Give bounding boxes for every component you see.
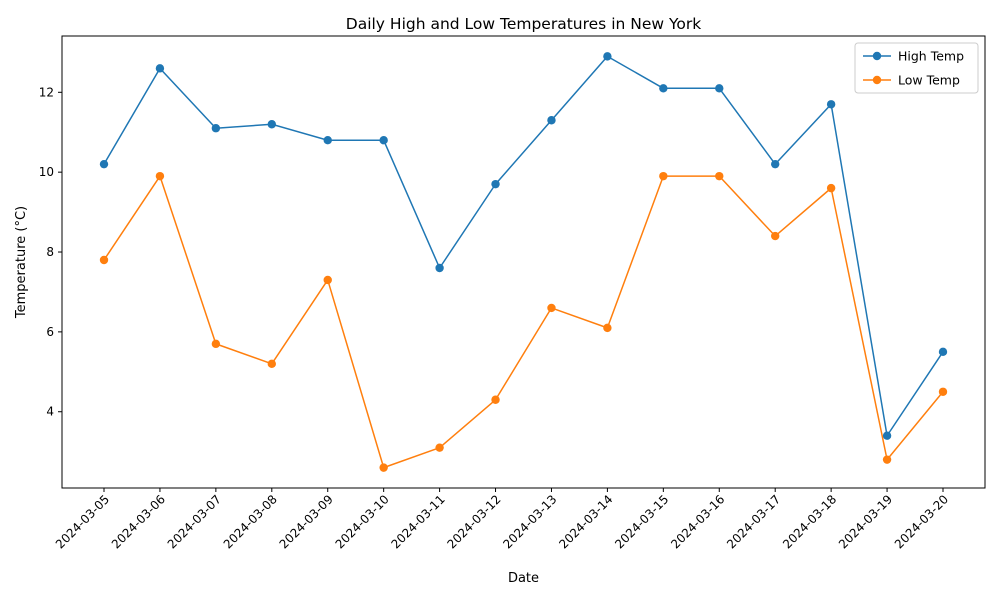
data-point-high-temp: [547, 116, 556, 125]
x-tick-label: 2024-03-07: [165, 492, 224, 551]
y-axis: 4 6 8 10 12: [39, 85, 62, 419]
y-tick-label: 4: [46, 405, 54, 419]
x-tick-label: 2024-03-16: [668, 492, 727, 551]
data-point-high-temp: [826, 100, 836, 109]
y-tick-label: 12: [39, 85, 54, 99]
x-tick-label: 2024-03-08: [221, 492, 280, 551]
x-tick-label: 2024-03-13: [500, 492, 559, 551]
x-tick-label: 2024-03-11: [389, 492, 448, 551]
data-point-low-temp: [435, 443, 444, 452]
series-line-high-temp: [103, 55, 944, 437]
data-point-low-temp: [323, 275, 332, 285]
data-point-high-temp: [771, 159, 780, 169]
data-point-low-temp: [882, 455, 892, 464]
data-point-high-temp: [659, 84, 668, 93]
legend-label-low-temp: Low Temp: [898, 73, 960, 88]
data-point-high-temp: [938, 347, 948, 357]
x-tick-label: 2024-03-05: [53, 492, 112, 551]
data-point-high-temp: [155, 64, 165, 73]
x-tick-label: 2024-03-17: [724, 492, 783, 551]
data-point-high-temp: [491, 179, 500, 189]
data-point-low-temp: [547, 303, 556, 313]
x-tick-label: 2024-03-09: [277, 492, 336, 551]
legend: High Temp Low Temp: [854, 42, 979, 94]
data-point-low-temp: [603, 323, 612, 333]
x-axis-label: Date: [508, 571, 539, 586]
legend-label-high-temp: High Temp: [898, 49, 964, 64]
x-tick-label: 2024-03-18: [780, 492, 839, 551]
data-point-low-temp: [715, 171, 724, 181]
data-point-high-temp: [267, 120, 276, 129]
y-tick-label: 10: [39, 165, 54, 179]
data-point-high-temp: [379, 136, 388, 145]
series-line-low-temp: [103, 175, 944, 469]
data-point-low-temp: [155, 171, 165, 181]
legend-marker-low-temp: [872, 75, 882, 85]
data-point-low-temp: [99, 255, 109, 265]
data-point-low-temp: [938, 387, 948, 396]
data-point-high-temp: [211, 124, 221, 133]
data-point-low-temp: [491, 395, 500, 404]
x-tick-label: 2024-03-12: [444, 492, 503, 551]
x-axis: 2024-03-052024-03-062024-03-072024-03-08…: [53, 488, 951, 551]
x-tick-label: 2024-03-14: [556, 492, 615, 551]
x-tick-label: 2024-03-06: [109, 492, 168, 551]
data-point-low-temp: [379, 463, 388, 472]
series-layer: [99, 52, 948, 472]
data-point-high-temp: [603, 52, 612, 61]
x-tick-label: 2024-03-10: [333, 492, 392, 551]
legend-marker-high-temp: [872, 51, 882, 61]
data-point-high-temp: [715, 84, 724, 93]
data-point-low-temp: [211, 339, 221, 349]
x-tick-label: 2024-03-15: [612, 492, 671, 551]
data-point-low-temp: [267, 359, 276, 369]
data-point-high-temp: [99, 159, 109, 169]
chart-title: Daily High and Low Temperatures in New Y…: [346, 15, 701, 33]
data-point-low-temp: [826, 183, 836, 193]
data-point-low-temp: [771, 231, 780, 241]
data-point-high-temp: [435, 263, 444, 273]
y-tick-label: 6: [46, 325, 54, 339]
y-axis-label: Temperature (°C): [14, 206, 29, 319]
data-point-high-temp: [323, 136, 332, 145]
data-point-low-temp: [659, 171, 668, 181]
data-point-high-temp: [882, 431, 892, 440]
x-tick-label: 2024-03-20: [892, 492, 951, 551]
plot-area: [61, 35, 986, 489]
y-tick-label: 8: [46, 245, 54, 259]
x-tick-label: 2024-03-19: [836, 492, 895, 551]
